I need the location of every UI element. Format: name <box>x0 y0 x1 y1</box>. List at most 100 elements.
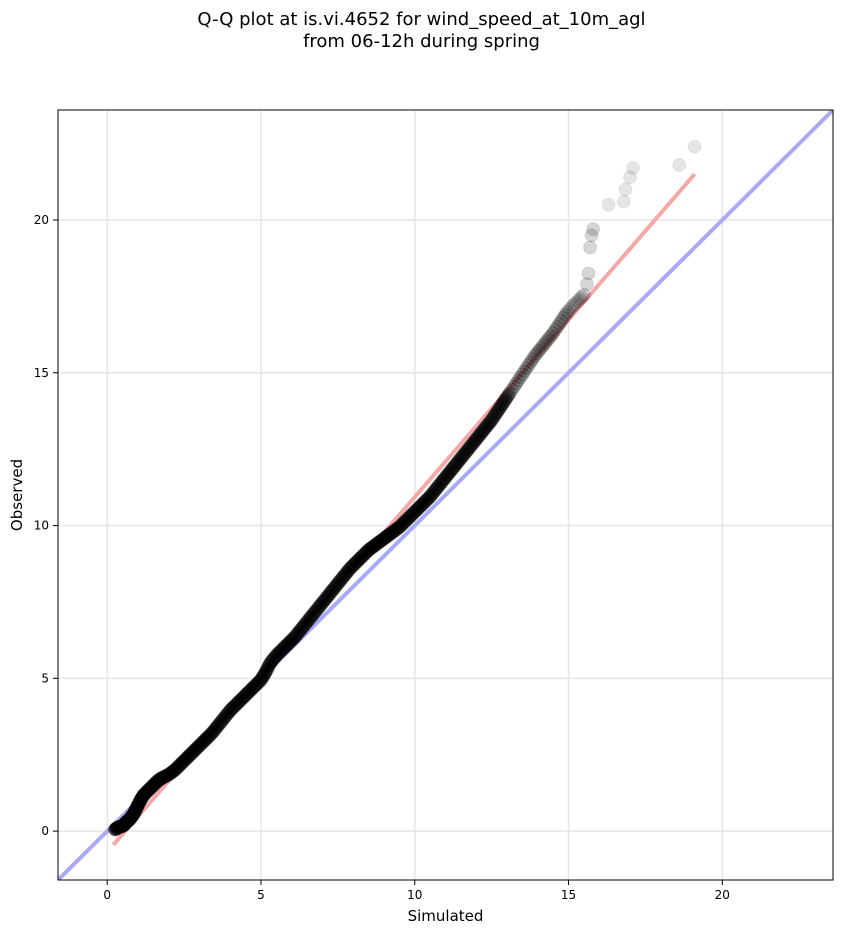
data-point <box>126 807 141 822</box>
chart-title-line-2: from 06-12h during spring <box>303 31 540 52</box>
data-point <box>481 416 496 431</box>
data-point <box>123 811 138 826</box>
data-point <box>360 544 375 559</box>
data-point <box>383 526 398 541</box>
data-point <box>405 506 420 521</box>
data-point <box>110 820 125 835</box>
data-point <box>408 503 423 518</box>
data-point <box>687 139 702 154</box>
data-point <box>449 456 464 471</box>
data-point <box>122 811 137 826</box>
data-point <box>117 817 132 832</box>
data-point <box>122 812 137 827</box>
data-point <box>148 775 163 790</box>
data-point <box>525 352 540 367</box>
data-point <box>374 533 389 548</box>
x-tick-label: 20 <box>715 888 730 902</box>
data-point <box>153 772 168 787</box>
data-point <box>368 537 383 552</box>
data-point <box>266 652 281 667</box>
data-point <box>369 536 384 551</box>
data-point <box>399 512 414 527</box>
data-point <box>284 633 299 648</box>
data-point <box>474 425 489 440</box>
data-point <box>326 581 341 596</box>
data-point <box>441 466 456 481</box>
data-point <box>293 622 308 637</box>
data-point <box>413 498 428 513</box>
data-point <box>410 501 425 516</box>
data-point <box>125 808 140 823</box>
data-point <box>139 785 154 800</box>
data-point <box>156 770 171 785</box>
data-point <box>581 266 596 281</box>
data-point <box>222 704 237 719</box>
data-point <box>461 442 476 457</box>
data-point <box>158 769 173 784</box>
y-tick-label: 0 <box>41 824 49 838</box>
data-point <box>110 820 125 835</box>
data-point <box>511 373 526 388</box>
data-point <box>219 708 234 723</box>
data-point <box>672 158 687 172</box>
data-point <box>572 291 587 306</box>
y-tick-label: 20 <box>34 213 49 227</box>
data-point <box>269 648 284 663</box>
data-point <box>393 519 408 534</box>
data-point <box>129 800 144 815</box>
data-point <box>412 499 427 514</box>
data-point <box>146 778 161 793</box>
data-point <box>384 526 399 541</box>
data-point <box>238 688 253 703</box>
data-point <box>155 770 170 785</box>
data-point <box>200 730 215 745</box>
data-point <box>494 397 509 412</box>
data-point <box>424 488 439 503</box>
data-point <box>466 436 481 451</box>
data-point <box>291 624 306 639</box>
data-point <box>482 415 497 430</box>
data-point <box>432 478 447 493</box>
data-point <box>398 513 413 528</box>
data-point <box>111 820 126 835</box>
data-point <box>564 300 579 315</box>
data-point <box>143 781 158 796</box>
data-point <box>147 776 162 791</box>
data-point <box>446 460 461 475</box>
data-point <box>355 549 370 564</box>
data-point <box>420 492 435 507</box>
data-point <box>426 485 441 500</box>
data-point <box>242 684 257 699</box>
data-point <box>548 323 563 337</box>
data-point <box>436 472 451 487</box>
data-point <box>287 630 302 645</box>
data-point <box>125 807 140 822</box>
data-point <box>333 572 348 587</box>
data-point <box>128 803 143 818</box>
data-point <box>387 523 402 538</box>
data-point <box>366 539 381 554</box>
data-point <box>281 636 296 651</box>
data-point <box>500 390 515 405</box>
data-point <box>346 558 361 573</box>
data-point <box>298 617 313 632</box>
data-point <box>119 814 134 829</box>
data-point <box>128 803 143 818</box>
data-point <box>241 685 256 700</box>
data-point <box>493 399 508 414</box>
x-axis-label: Simulated <box>408 907 484 925</box>
data-point <box>116 818 131 833</box>
data-point <box>343 561 358 576</box>
data-point <box>166 763 181 778</box>
data-point <box>161 767 176 782</box>
y-tick-label: 5 <box>41 671 49 685</box>
data-point <box>282 635 297 650</box>
data-point <box>122 812 137 827</box>
data-point <box>381 528 396 543</box>
data-point <box>626 161 641 176</box>
data-point <box>172 757 187 772</box>
data-point <box>429 481 444 496</box>
data-point <box>134 792 149 807</box>
data-point <box>127 805 142 820</box>
data-point <box>456 447 471 462</box>
